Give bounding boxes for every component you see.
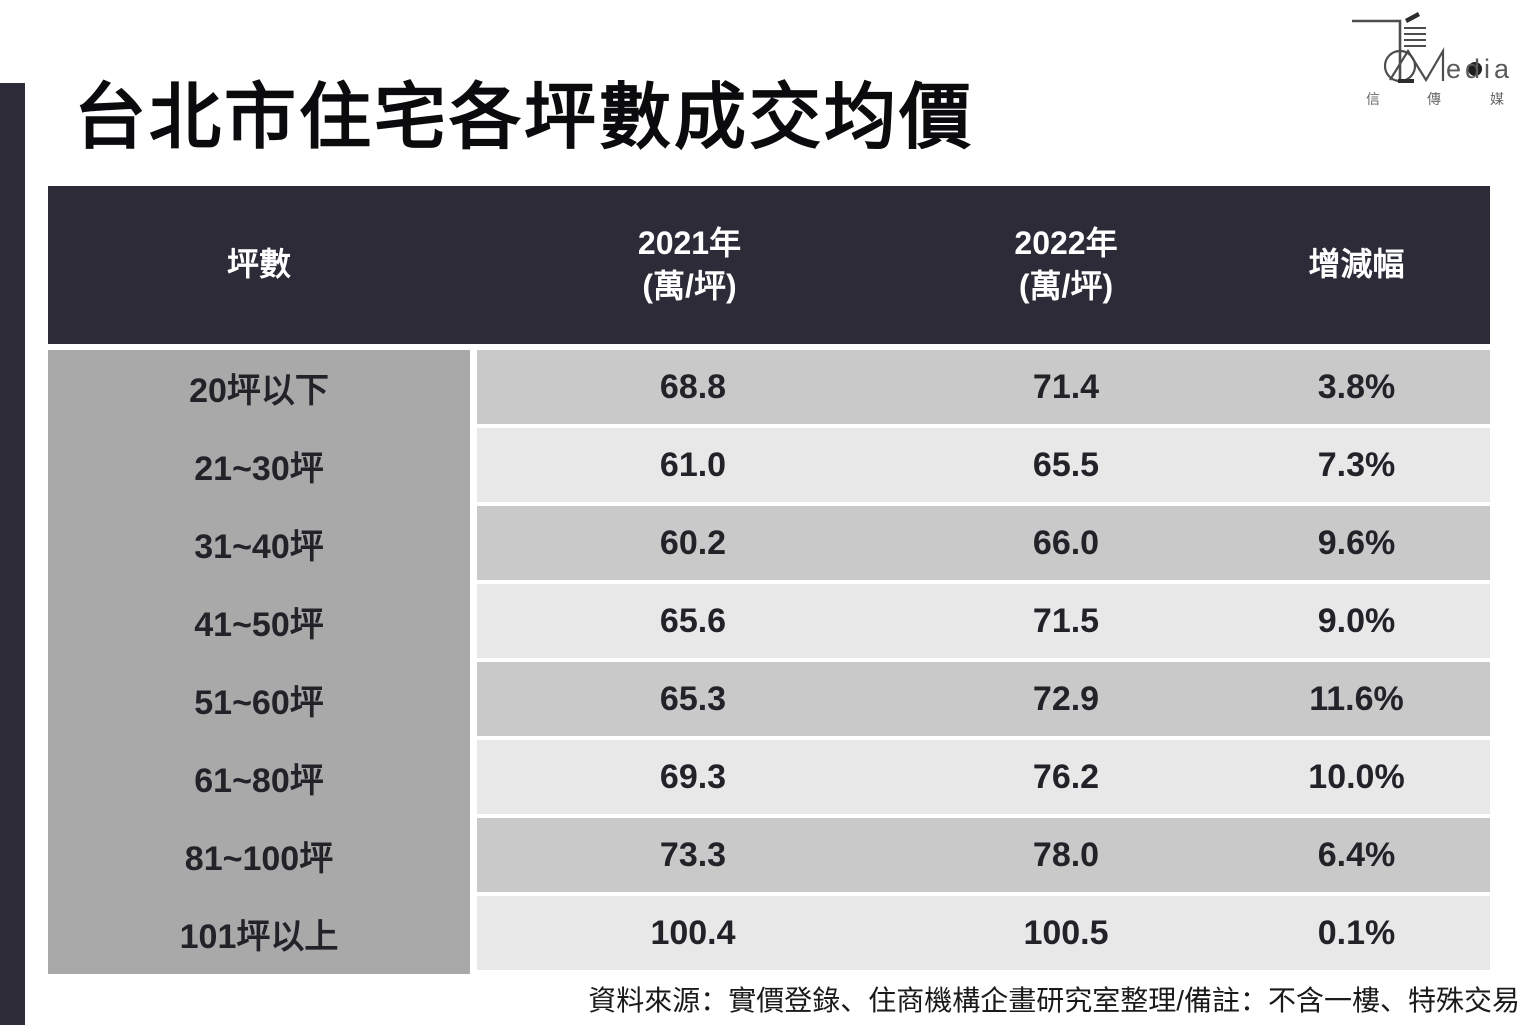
label-column-background: [48, 350, 470, 974]
cmmedia-logo: edia 信 傳 媒: [1352, 12, 1513, 107]
value-2022: 65.5: [1032, 445, 1100, 484]
table-row: 61~80坪 69.3 76.2 10.0%: [48, 740, 1490, 818]
value-change: 9.0%: [1317, 601, 1396, 640]
column-divider: [470, 896, 477, 970]
column-divider: [470, 428, 477, 502]
row-label: 41~50坪: [194, 605, 324, 644]
left-accent-bar: [0, 83, 25, 1025]
column-divider: [470, 818, 477, 892]
header-cell-2022: 2022年 (萬/坪): [1014, 224, 1118, 304]
value-change: 6.4%: [1317, 835, 1396, 874]
row-values: 61.0 65.5 7.3%: [477, 428, 1490, 502]
table-row: 101坪以上 100.4 100.5 0.1%: [48, 896, 1490, 974]
column-divider: [470, 740, 477, 814]
row-values: 100.4 100.5 0.1%: [477, 896, 1490, 970]
table-header-row: 坪數 2021年 (萬/坪) 2022年 (萬/坪) 增減幅: [48, 186, 1490, 344]
row-values: 69.3 76.2 10.0%: [477, 740, 1490, 814]
value-2021: 100.4: [650, 913, 736, 952]
logo-cjk-1: 信: [1366, 91, 1380, 107]
row-label: 61~80坪: [194, 761, 324, 800]
source-note: 資料來源：實價登錄、住商機構企畫研究室整理/備註：不含一樓、特殊交易: [588, 985, 1520, 1016]
value-change: 11.6%: [1309, 679, 1404, 718]
table-row: 51~60坪 65.3 72.9 11.6%: [48, 662, 1490, 740]
value-2021: 61.0: [659, 445, 727, 484]
value-change: 3.8%: [1317, 367, 1396, 406]
row-values: 60.2 66.0 9.6%: [477, 506, 1490, 580]
row-label: 31~40坪: [194, 527, 324, 566]
value-2022: 72.9: [1032, 679, 1100, 718]
value-2021: 68.8: [659, 367, 727, 406]
row-label: 51~60坪: [194, 683, 324, 722]
table-row: 81~100坪 73.3 78.0 6.4%: [48, 818, 1490, 896]
value-2021: 60.2: [659, 523, 727, 562]
value-2022: 71.5: [1032, 601, 1100, 640]
header-cell-change: 增減幅: [1308, 246, 1405, 283]
value-2021: 73.3: [659, 835, 727, 874]
value-2022: 76.2: [1032, 757, 1100, 796]
header-cell-size: 坪數: [226, 246, 291, 283]
table-row: 31~40坪 60.2 66.0 9.6%: [48, 506, 1490, 584]
value-change: 7.3%: [1317, 445, 1396, 484]
header-cell-2021: 2021年 (萬/坪): [637, 224, 742, 304]
value-2021: 65.3: [659, 679, 727, 718]
row-values: 68.8 71.4 3.8%: [477, 350, 1490, 424]
column-divider: [470, 350, 477, 424]
column-divider: [470, 662, 477, 736]
row-label: 101坪以上: [179, 917, 339, 956]
table-row: 20坪以下 68.8 71.4 3.8%: [48, 350, 1490, 428]
value-2022: 66.0: [1032, 523, 1100, 562]
table-body: 20坪以下 68.8 71.4 3.8% 21~30坪 61.0 65.5 7.3% 31~40…: [48, 350, 1490, 974]
value-2022: 78.0: [1032, 835, 1100, 874]
logo-bracket-icon: [1352, 19, 1402, 82]
row-values: 65.6 71.5 9.0%: [477, 584, 1490, 658]
value-change: 0.1%: [1317, 913, 1396, 952]
logo-d-dot-icon: [1468, 62, 1482, 76]
logo-cjk-2: 傳: [1427, 91, 1441, 107]
value-2022: 100.5: [1023, 913, 1109, 952]
value-2022: 71.4: [1032, 367, 1100, 406]
row-values: 73.3 78.0 6.4%: [477, 818, 1490, 892]
table-row: 41~50坪 65.6 71.5 9.0%: [48, 584, 1490, 662]
logo-cjk-3: 媒: [1490, 91, 1504, 107]
row-values: 65.3 72.9 11.6%: [477, 662, 1490, 736]
logo-speech-strokes-icon: [1404, 12, 1426, 47]
table-row: 21~30坪 61.0 65.5 7.3%: [48, 428, 1490, 506]
column-divider: [470, 584, 477, 658]
value-change: 9.6%: [1317, 523, 1396, 562]
logo-latin-text: edia: [1446, 54, 1513, 84]
price-table: 坪數 2021年 (萬/坪) 2022年 (萬/坪) 增減幅 20坪以下 68.8…: [48, 186, 1490, 974]
value-2021: 69.3: [659, 757, 727, 796]
column-divider: [470, 506, 477, 580]
page-title: 台北市住宅各坪數成交均價: [74, 78, 975, 158]
row-label: 20坪以下: [189, 371, 329, 410]
value-2021: 65.6: [659, 601, 727, 640]
row-label: 21~30坪: [194, 449, 324, 488]
logo-cm-monogram-icon: [1383, 46, 1445, 83]
value-change: 10.0%: [1308, 757, 1405, 796]
row-label: 81~100坪: [184, 839, 334, 878]
